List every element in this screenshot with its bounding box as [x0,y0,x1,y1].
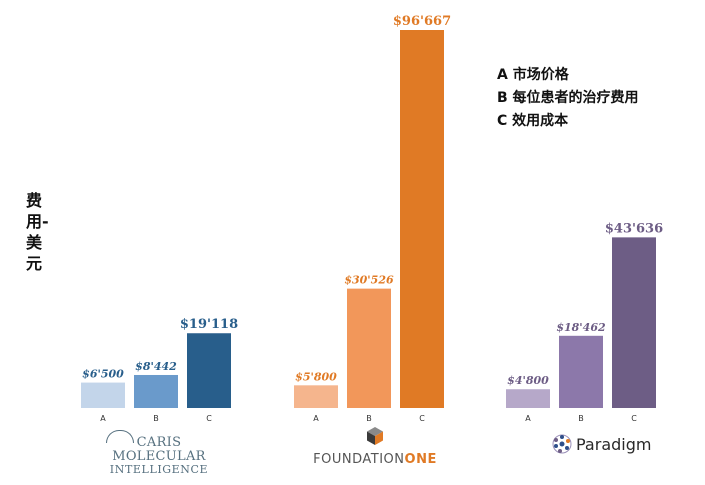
bar-2-a [294,385,338,408]
data-label: $4'800 [507,374,549,387]
category-tick-label: B [578,414,584,423]
bar-1-c [187,333,231,408]
category-tick-label: C [419,414,425,423]
data-label: $6'500 [82,368,124,381]
legend-text: 每位患者的治疗费用 [512,90,639,106]
legend-item-b: B 每位患者的治疗费用 [497,87,639,110]
legend-item-a: A 市场价格 [497,64,639,87]
bar-1-a [81,382,125,408]
caris-logo-line1: CARIS MOLECULAR [112,435,206,464]
legend: A 市场价格 B 每位患者的治疗费用 C 效用成本 [497,64,639,133]
category-tick-label: A [525,414,531,423]
paradigm-logo: Paradigm [552,432,651,456]
bar-2-c [400,30,444,408]
bar-3-a [506,389,550,408]
category-tick-label: A [313,414,319,423]
legend-key: A [497,67,508,83]
data-label: $8'442 [135,360,177,373]
bar-2-b [347,288,391,408]
bar-3-c [612,237,656,408]
caris-logo: CARIS MOLECULAR INTELLIGENCE [94,430,224,482]
cube-icon [367,427,383,445]
category-tick-label: B [366,414,372,423]
legend-text: 效用成本 [512,113,569,129]
foundation-one-logo: FOUNDATIONONE [310,426,440,467]
category-tick-label: C [631,414,637,423]
legend-key: B [497,90,508,106]
bar-1-b [134,374,178,408]
data-label: $43'636 [605,221,663,236]
data-label: $18'462 [556,321,606,334]
paradigm-logo-text: Paradigm [576,434,652,454]
data-label: $96'667 [393,14,451,29]
y-axis-label: 费用-美元 [26,191,49,273]
legend-item-c: C 效用成本 [497,110,639,133]
foundation-logo-part2: ONE [404,452,437,467]
data-label: $5'800 [295,370,337,383]
category-tick-label: C [206,414,212,423]
data-label: $19'118 [180,317,238,332]
data-label: $30'526 [344,274,394,287]
category-tick-label: B [153,414,159,423]
caris-logo-tagline [94,476,224,482]
legend-text: 市场价格 [512,67,569,83]
foundation-logo-part1: FOUNDATION [313,452,405,467]
bar-3-b [559,335,603,408]
caris-logo-line2: INTELLIGENCE [109,463,209,476]
paradigm-dots-icon [552,434,572,454]
legend-key: C [497,113,508,129]
category-tick-label: A [100,414,106,423]
